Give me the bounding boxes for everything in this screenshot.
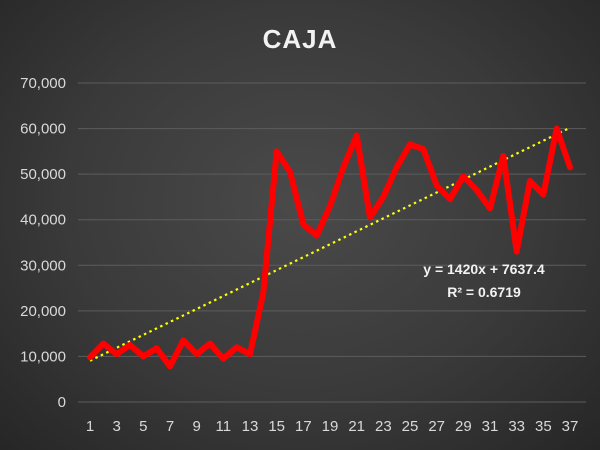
x-tick-label: 25: [402, 418, 419, 435]
data-point: [475, 188, 479, 192]
y-axis-tick-labels: 0 10,000 20,000 30,000 40,000 50,000 60,000 70,…: [20, 75, 66, 411]
x-tick-label: 33: [508, 418, 525, 435]
x-tick-label: 17: [295, 418, 312, 435]
data-point: [355, 133, 359, 137]
data-point: [301, 222, 305, 226]
data-point: [381, 195, 385, 199]
data-point: [235, 345, 239, 349]
x-tick-label: 27: [428, 418, 445, 435]
data-point: [501, 154, 505, 158]
x-tick-label: 37: [562, 418, 579, 435]
data-point: [515, 250, 519, 254]
x-axis-tick-labels: 1 3 5 7 9 11 13 15 17 19 21 23 25 27 29 31 33 35 37: [86, 418, 579, 435]
data-point: [488, 206, 492, 210]
data-point: [328, 204, 332, 208]
data-point: [275, 149, 279, 153]
data-point: [461, 174, 465, 178]
data-point: [341, 165, 345, 169]
data-point: [88, 355, 92, 359]
data-point: [221, 357, 225, 361]
series-line: [87, 125, 573, 370]
y-tick-label: 20,000: [20, 303, 66, 320]
data-point: [208, 342, 212, 346]
data-point: [541, 193, 545, 197]
data-point: [435, 184, 439, 188]
data-point: [195, 352, 199, 356]
trendline: [89, 126, 571, 362]
data-point: [528, 179, 532, 183]
y-tick-label: 60,000: [20, 121, 66, 138]
x-tick-label: 5: [139, 418, 147, 435]
data-point: [128, 343, 132, 347]
data-point: [555, 127, 559, 131]
y-tick-label: 40,000: [20, 212, 66, 229]
x-tick-label: 35: [535, 418, 552, 435]
y-tick-label: 10,000: [20, 348, 66, 365]
data-point: [115, 352, 119, 356]
data-point: [568, 165, 572, 169]
data-point: [141, 354, 145, 358]
series-layer: [87, 125, 573, 370]
data-point: [261, 291, 265, 295]
data-point: [421, 147, 425, 151]
x-tick-label: 11: [216, 418, 232, 435]
trendline-layer: [89, 126, 571, 362]
y-tick-label: 70,000: [20, 75, 66, 92]
data-point: [101, 342, 105, 346]
data-point: [181, 338, 185, 342]
data-point: [448, 197, 452, 201]
data-point: [248, 352, 252, 356]
x-tick-label: 3: [112, 418, 120, 435]
x-tick-label: 9: [192, 418, 200, 435]
x-tick-label: 7: [166, 418, 174, 435]
x-tick-label: 23: [375, 418, 392, 435]
trendline-r-squared: R² = 0.6719: [447, 284, 521, 300]
data-point: [315, 234, 319, 238]
chart-title: CAJA: [263, 24, 338, 54]
data-point: [395, 165, 399, 169]
data-point: [288, 170, 292, 174]
y-tick-label: 50,000: [20, 166, 66, 183]
data-point: [168, 364, 172, 368]
y-tick-label: 30,000: [20, 257, 66, 274]
x-tick-label: 21: [348, 418, 365, 435]
data-point: [155, 346, 159, 350]
x-tick-label: 31: [482, 418, 499, 435]
x-tick-label: 19: [322, 418, 339, 435]
data-point: [408, 143, 412, 147]
y-tick-label: 0: [58, 394, 66, 411]
data-point: [368, 215, 372, 219]
gridlines: [78, 82, 586, 403]
x-tick-label: 1: [86, 418, 94, 435]
x-tick-label: 13: [242, 418, 259, 435]
trendline-equation: y = 1420x + 7637.4: [423, 261, 545, 277]
x-tick-label: 15: [268, 418, 285, 435]
x-tick-label: 29: [455, 418, 472, 435]
